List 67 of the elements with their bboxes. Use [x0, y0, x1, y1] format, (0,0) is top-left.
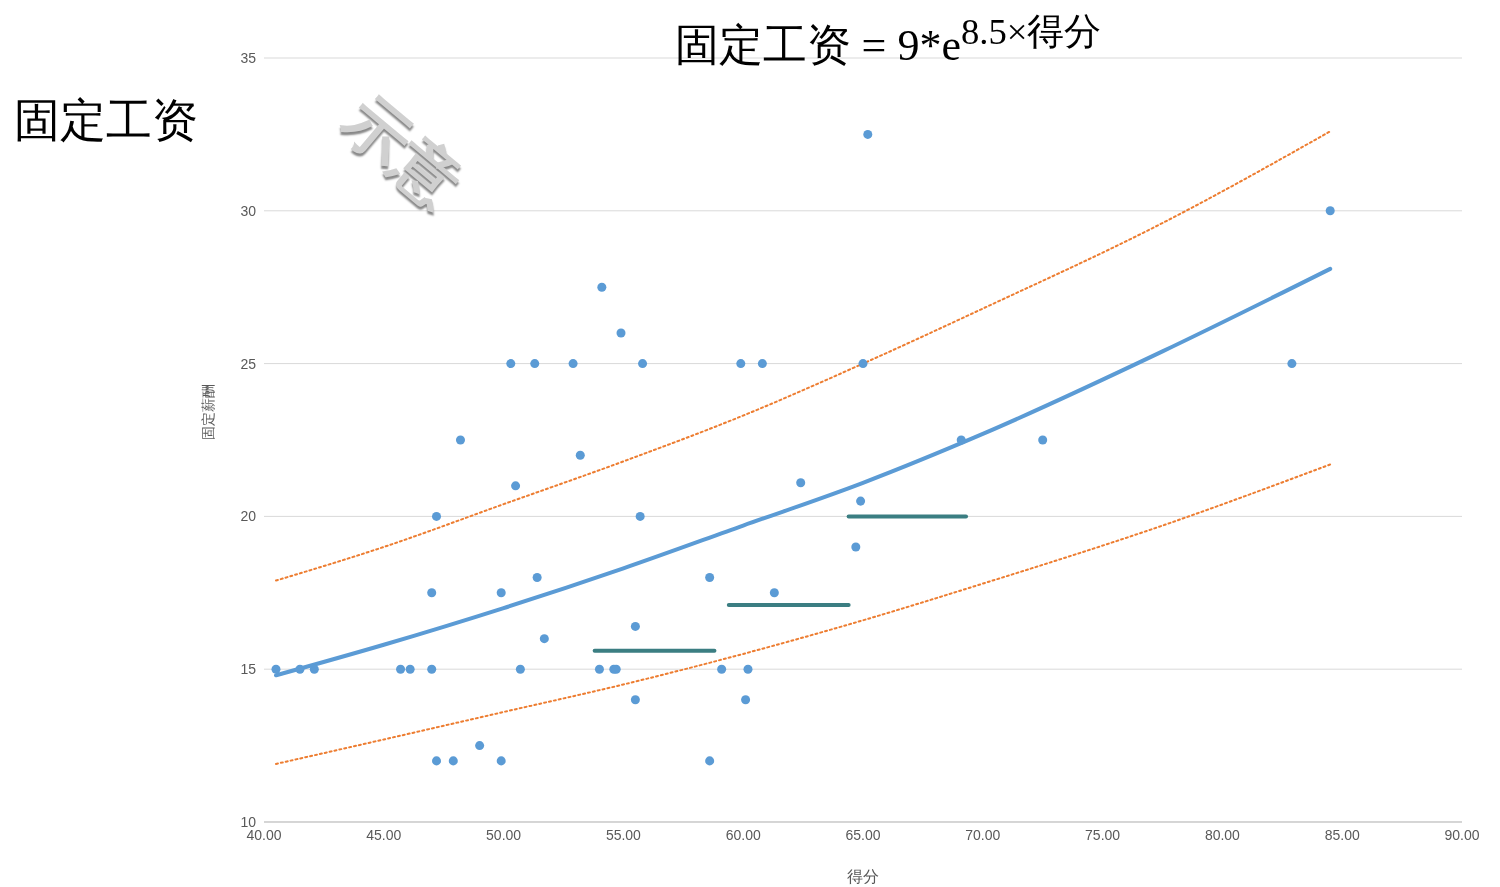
- x-tick-label: 65.00: [845, 826, 881, 843]
- point: [863, 129, 873, 139]
- point: [496, 588, 506, 598]
- y-tick-label: 15: [240, 661, 257, 678]
- point: [568, 359, 578, 369]
- point: [858, 359, 868, 369]
- y-tick-label: 20: [240, 508, 257, 525]
- point: [769, 588, 779, 598]
- point: [1325, 206, 1335, 216]
- point: [741, 695, 751, 705]
- text: 固定工资: [14, 92, 198, 149]
- x-tick-label: 75.00: [1085, 826, 1121, 843]
- point: [616, 328, 626, 338]
- point: [271, 664, 281, 674]
- point: [736, 359, 746, 369]
- point: [630, 621, 640, 631]
- x-tick-label: 90.00: [1444, 826, 1480, 843]
- point: [757, 359, 767, 369]
- point: [530, 359, 540, 369]
- annotation: 示意: [328, 80, 477, 223]
- point: [851, 542, 861, 552]
- point: [635, 511, 645, 521]
- point: [717, 664, 727, 674]
- point: [575, 450, 585, 460]
- x-tick-label: 55.00: [605, 826, 642, 843]
- line-series: [274, 463, 1332, 765]
- point: [295, 664, 305, 674]
- point: [427, 588, 437, 598]
- x-tick-label: 60.00: [725, 826, 761, 843]
- point: [432, 756, 442, 766]
- y-tick-label: 25: [240, 355, 257, 372]
- point: [638, 359, 648, 369]
- x-tick-label: 80.00: [1204, 826, 1241, 843]
- point: [796, 478, 806, 488]
- point: [539, 634, 549, 644]
- point: [705, 573, 715, 583]
- point: [496, 756, 506, 766]
- y-axis-title: 固定薪酬: [199, 384, 216, 440]
- x-tick-label: 85.00: [1324, 826, 1360, 843]
- point: [396, 664, 406, 674]
- y-tick-label: 30: [240, 202, 257, 219]
- point: [506, 359, 516, 369]
- line-series: [273, 266, 1333, 678]
- x-tick-label: 70.00: [965, 826, 1001, 843]
- chart-title: 固定工资 = 9*e$^{8.5×得分}$: [673, 10, 1103, 72]
- point: [432, 511, 442, 521]
- point: [1038, 435, 1048, 445]
- point: [427, 664, 437, 674]
- point: [1287, 359, 1297, 369]
- y-tick-label: 35: [240, 49, 257, 66]
- point: [515, 664, 525, 674]
- point: [511, 481, 521, 491]
- point: [405, 664, 415, 674]
- point: [630, 695, 640, 705]
- point: [455, 435, 465, 445]
- point: [705, 756, 715, 766]
- point: [956, 435, 966, 445]
- point: [594, 664, 604, 674]
- point: [475, 741, 485, 751]
- point: [597, 282, 607, 292]
- point: [743, 664, 753, 674]
- point: [532, 573, 542, 583]
- x-axis-title: 得分: [847, 868, 879, 885]
- point: [856, 496, 866, 506]
- x-tick-label: 50.00: [486, 826, 522, 843]
- x-tick-label: 45.00: [366, 826, 402, 843]
- point: [448, 756, 458, 766]
